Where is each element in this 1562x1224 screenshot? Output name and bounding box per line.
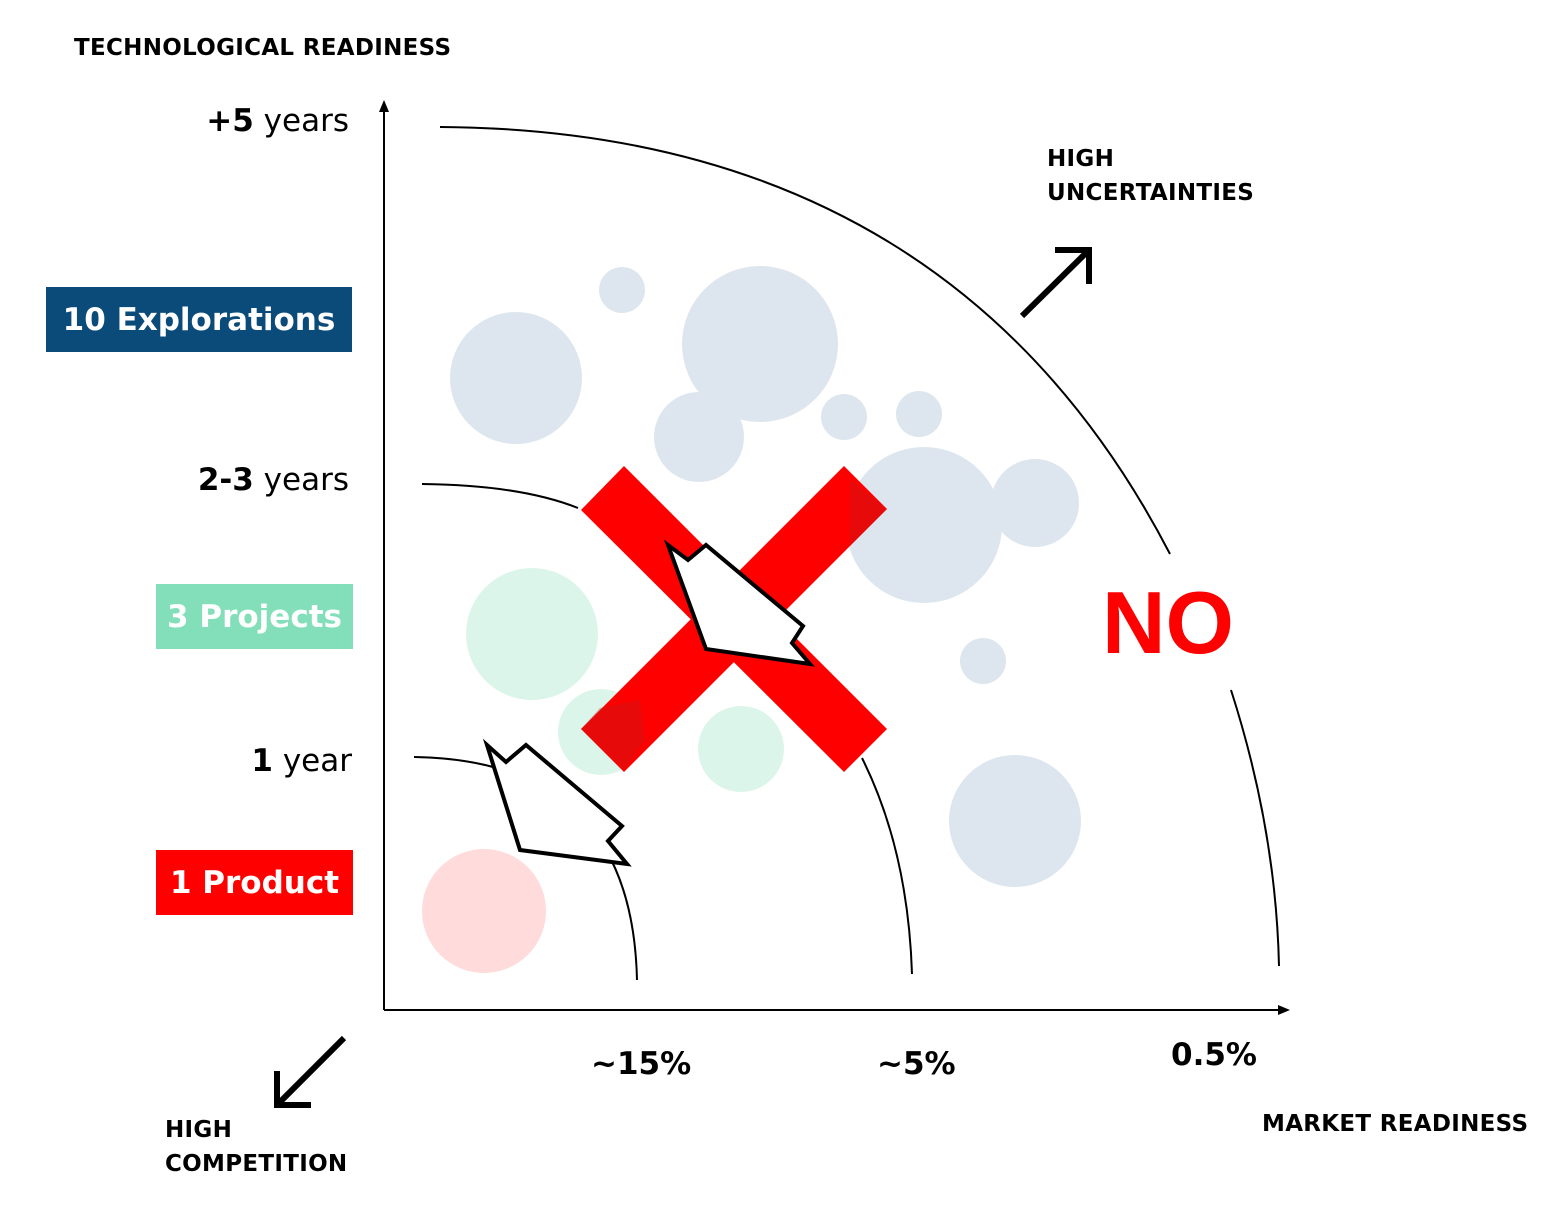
no-verdict: NO [1102,573,1234,672]
high-uncertainties-label: HIGH UNCERTAINTIES [1047,146,1255,206]
bubble [821,394,867,440]
bubble [846,447,1002,603]
x-axis-title: MARKET READINESS [1262,1111,1529,1137]
x-axis-arrowhead [1278,1005,1290,1015]
y-tick-unit: years [253,103,349,139]
bubble [466,568,598,700]
cursor-arrow-icon [482,738,632,867]
y-tick-5-years: +5 years [206,103,349,139]
x-tick-5-percent: ~5% [877,1046,956,1082]
cross-overlap-bottom-left [581,700,645,770]
y-tick-1-year: 1 year [251,743,352,779]
arc-2-3-years-upper [421,483,579,509]
y-tick-value: 2-3 [197,462,254,498]
product-badge: 1 Product [156,850,353,915]
x-tick-15-percent: ~15% [591,1046,692,1082]
arc-2-3-years-lower [861,757,913,975]
y-tick-value: +5 [206,103,254,139]
x-tick-0-5-percent: 0.5% [1171,1037,1257,1073]
bubble [422,849,546,973]
bubble [960,638,1006,684]
up-right-arrow-icon [1019,247,1092,319]
arc-5-years-lower [1230,689,1280,967]
high-competition-label: HIGH COMPETITION [165,1117,348,1177]
bubble [682,266,838,422]
bubble [949,755,1081,887]
bubble [654,392,744,482]
cursor-arrow-icon [663,539,815,667]
product-bubbles [422,849,546,973]
y-tick-2-3-years: 2-3 years [198,462,349,498]
y-tick-unit: year [272,743,352,779]
projects-badge: 3 Projects [156,584,353,649]
explorations-badge: 10 Explorations [46,287,352,352]
bubble [698,706,784,792]
bubble [599,267,645,313]
down-left-arrow-icon [274,1035,347,1108]
axes [383,108,1283,1011]
arc-5-years-upper [439,126,1171,555]
y-axis-title: TECHNOLOGICAL READINESS [74,35,452,61]
y-tick-value: 1 [251,743,273,779]
cross-overlap-top-right [850,480,887,546]
y-axis-arrowhead [379,100,389,112]
bubble [991,459,1079,547]
readiness-arcs [413,126,1280,981]
bubble [896,391,942,437]
bubble [450,312,582,444]
y-tick-unit: years [253,462,349,498]
exploration-bubbles [450,266,1081,887]
